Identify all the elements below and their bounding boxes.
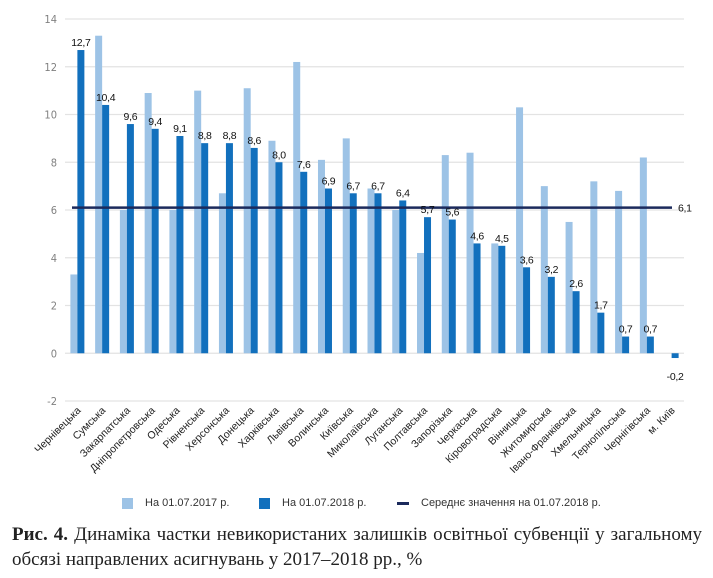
legend-item-2017: На 01.07.2017 р. xyxy=(122,497,229,509)
bar-2017 xyxy=(516,107,524,354)
bar-2018 xyxy=(622,336,630,354)
y-tick-label: 10 xyxy=(44,109,57,122)
bar-2018 xyxy=(597,312,605,354)
data-label: 8,0 xyxy=(272,149,286,161)
bar-2018 xyxy=(225,143,233,354)
data-label: 12,7 xyxy=(71,37,91,49)
chart-legend: На 01.07.2017 р. На 01.07.2018 р. Середн… xyxy=(0,497,713,515)
bar-2018 xyxy=(151,128,159,354)
y-tick-label: 14 xyxy=(44,13,57,26)
data-label: 10,4 xyxy=(96,92,116,104)
data-label: 3,2 xyxy=(544,264,558,276)
bar-2018 xyxy=(300,171,308,354)
data-label: 9,6 xyxy=(124,111,138,123)
data-label: 6,7 xyxy=(371,180,385,192)
bar-2018 xyxy=(275,162,283,354)
bar-2017 xyxy=(392,210,400,354)
bar-2018 xyxy=(126,124,134,354)
bar-2017 xyxy=(417,252,425,354)
bar-2018 xyxy=(102,104,110,354)
bar-2018 xyxy=(547,276,555,354)
bar-2018 xyxy=(572,291,580,354)
bar-2018 xyxy=(523,267,531,354)
bar-2017 xyxy=(70,274,78,354)
figure-caption-text: Динаміка частки невикористаних залишків … xyxy=(12,524,702,570)
data-label: 4,5 xyxy=(495,233,509,245)
data-label: 1,7 xyxy=(594,300,608,312)
bar-2017 xyxy=(342,138,350,354)
legend-item-2018: На 01.07.2018 р. xyxy=(259,497,366,509)
bar-2018 xyxy=(176,135,184,354)
data-label: 7,6 xyxy=(297,159,311,171)
data-label: 8,8 xyxy=(198,130,212,142)
bar-2017 xyxy=(268,140,276,354)
bar-2017 xyxy=(639,157,647,354)
figure-caption: Рис. 4. Динаміка частки невикористаних з… xyxy=(12,522,702,572)
bar-2017 xyxy=(615,190,623,354)
data-label: 6,9 xyxy=(322,176,336,188)
figure-caption-prefix: Рис. 4. xyxy=(12,524,69,545)
x-tick-label: м. Київ xyxy=(646,404,678,436)
y-tick-label: 0 xyxy=(51,347,57,360)
data-label: 9,1 xyxy=(173,123,187,135)
y-tick-label: 4 xyxy=(51,252,57,265)
bar-2017 xyxy=(317,159,325,354)
bar-2018 xyxy=(374,193,382,354)
data-label: 0,7 xyxy=(619,324,633,336)
bar-2018 xyxy=(473,243,481,354)
bar-2017 xyxy=(119,210,127,354)
data-label: 5,7 xyxy=(421,204,435,216)
data-label: 9,4 xyxy=(148,116,162,128)
data-label: 0,7 xyxy=(644,324,658,336)
data-label: 5,6 xyxy=(445,207,459,219)
bar-chart: -2 0 2 4 6 8 10 12 14 6,1 12,7 10,4 9,6 9,4 9,1 8,8 8,8 8… xyxy=(32,13,692,476)
bar-2017 xyxy=(218,193,226,354)
legend-label-2018: На 01.07.2018 р. xyxy=(282,497,367,509)
data-label: 4,6 xyxy=(470,230,484,242)
bar-2017 xyxy=(169,210,177,354)
bar-2017 xyxy=(194,90,202,354)
legend-label-2017: На 01.07.2017 р. xyxy=(145,497,230,509)
bar-2018 xyxy=(399,200,407,354)
y-tick-label: 6 xyxy=(51,204,57,217)
bar-2018 xyxy=(448,219,456,354)
legend-swatch-2017 xyxy=(122,497,133,509)
bar-2017 xyxy=(491,243,499,354)
legend-swatch-average xyxy=(397,501,409,505)
y-tick-label: 12 xyxy=(44,61,57,74)
legend-label-average: Середнє значення на 01.07.2018 р. xyxy=(421,497,601,509)
bar-2018 xyxy=(77,50,85,354)
data-label: 8,8 xyxy=(223,130,237,142)
data-label: -0,2 xyxy=(667,371,684,383)
bar-2018 xyxy=(671,353,679,359)
y-tick-label: -2 xyxy=(47,395,57,408)
bar-2018 xyxy=(324,188,332,354)
data-label: 3,6 xyxy=(520,254,534,266)
data-label: 2,6 xyxy=(569,278,583,290)
bar-2017 xyxy=(95,35,103,354)
bar-2018 xyxy=(646,336,654,354)
bar-2017 xyxy=(590,181,598,354)
bar-2018 xyxy=(424,217,432,354)
bar-2017 xyxy=(441,155,449,354)
bar-2017 xyxy=(466,152,474,354)
data-label: 6,7 xyxy=(346,180,360,192)
bar-2017 xyxy=(243,88,251,354)
bar-2017 xyxy=(144,93,152,354)
bar-2018 xyxy=(349,193,357,354)
bar-2018 xyxy=(250,147,258,354)
bar-2017 xyxy=(540,186,548,354)
y-tick-label: 2 xyxy=(51,300,57,313)
bar-2017 xyxy=(367,188,375,354)
bar-2018 xyxy=(201,143,209,354)
legend-swatch-2018 xyxy=(259,497,270,509)
data-label: 6,4 xyxy=(396,187,410,199)
average-line-label: 6,1 xyxy=(678,203,692,215)
y-tick-label: 8 xyxy=(51,156,57,169)
bar-2018 xyxy=(498,245,506,354)
legend-item-average: Середнє значення на 01.07.2018 р. xyxy=(397,497,601,509)
data-label: 8,6 xyxy=(247,135,261,147)
bar-2017 xyxy=(565,221,573,354)
